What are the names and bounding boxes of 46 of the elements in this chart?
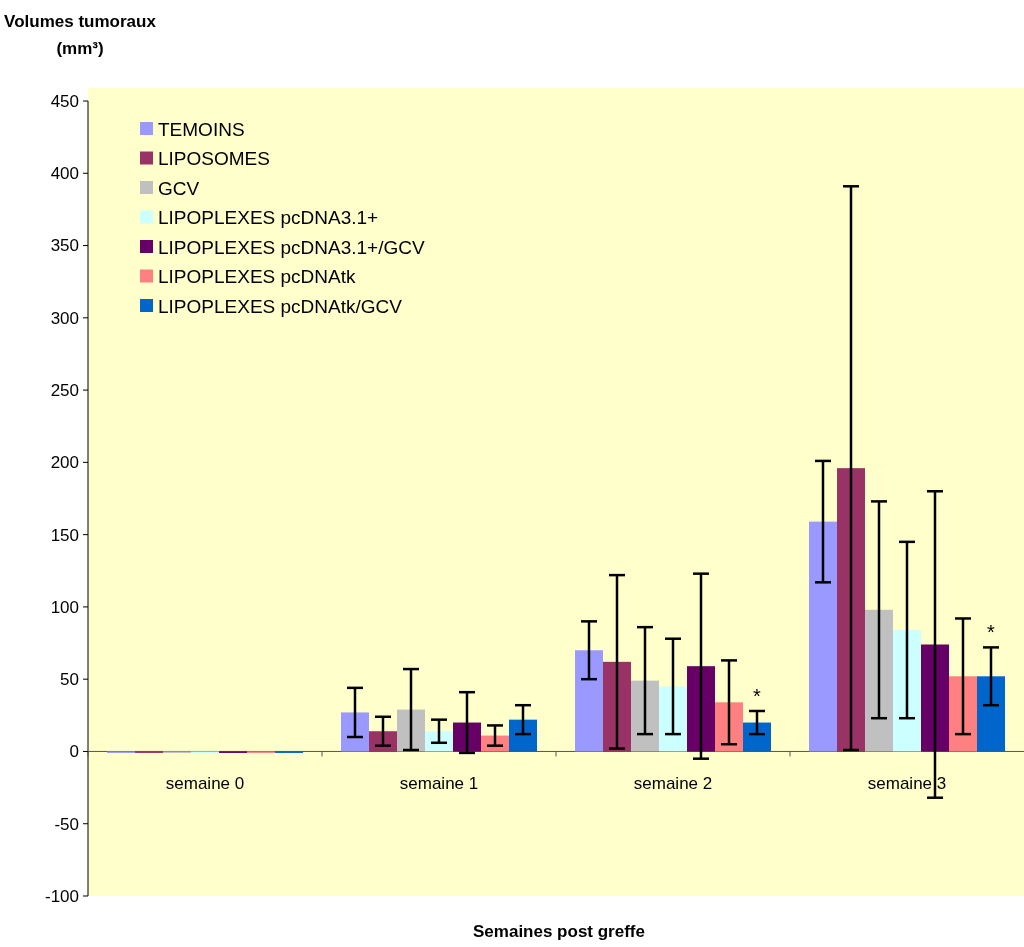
- bar: [631, 680, 659, 752]
- legend-label: LIPOPLEXES pcDNAtk/GCV: [158, 295, 403, 317]
- bar: [921, 644, 949, 752]
- y-tick-label: 50: [60, 670, 79, 690]
- bar: [977, 676, 1005, 752]
- y-tick-label: 350: [50, 236, 79, 256]
- y-tick-label: 100: [50, 597, 79, 617]
- y-tick-label: -100: [44, 886, 79, 906]
- x-tick-label: semaine 2: [633, 774, 713, 794]
- bar: [509, 719, 537, 752]
- y-tick-label: 250: [50, 381, 79, 401]
- y-tick-label: 0: [69, 742, 79, 762]
- legend-label: GCV: [158, 177, 200, 199]
- bar: [687, 666, 715, 752]
- y-tick-label: 200: [50, 453, 79, 473]
- bar: [837, 468, 865, 752]
- bar: [715, 702, 743, 752]
- legend-label: LIPOPLEXES pcDNA3.1+/GCV: [158, 236, 425, 258]
- bar: [397, 709, 425, 752]
- bar: [453, 722, 481, 752]
- bar: [603, 661, 631, 752]
- y-tick-label: 450: [50, 91, 79, 111]
- y-tick-label: 400: [50, 164, 79, 184]
- bar: [341, 712, 369, 752]
- y-tick-label: 300: [50, 308, 79, 328]
- bar: [425, 731, 453, 752]
- y-axis-title: Volumes tumoraux (mm³): [4, 12, 157, 58]
- x-tick-label: semaine 0: [165, 774, 245, 794]
- bar: [809, 521, 837, 752]
- x-axis-title: Semaines post greffe: [473, 922, 645, 941]
- legend-label: LIPOPLEXES pcDNA3.1+: [158, 207, 379, 229]
- x-tick-label: semaine 3: [867, 774, 947, 794]
- bar: [743, 722, 771, 752]
- y-tick-label: -50: [54, 814, 79, 834]
- legend-label: LIPOPLEXES pcDNAtk: [158, 266, 356, 288]
- legend-label: LIPOSOMES: [158, 148, 270, 170]
- bar: [659, 686, 687, 752]
- bar: [893, 630, 921, 752]
- x-tick-label: semaine 1: [399, 774, 479, 794]
- annotation: *: [753, 684, 762, 707]
- bar: [575, 650, 603, 752]
- bar: [865, 609, 893, 752]
- annotation: *: [987, 621, 996, 644]
- bar: [949, 676, 977, 752]
- legend-label: TEMOINS: [158, 118, 245, 140]
- y-tick-label: 150: [50, 525, 79, 545]
